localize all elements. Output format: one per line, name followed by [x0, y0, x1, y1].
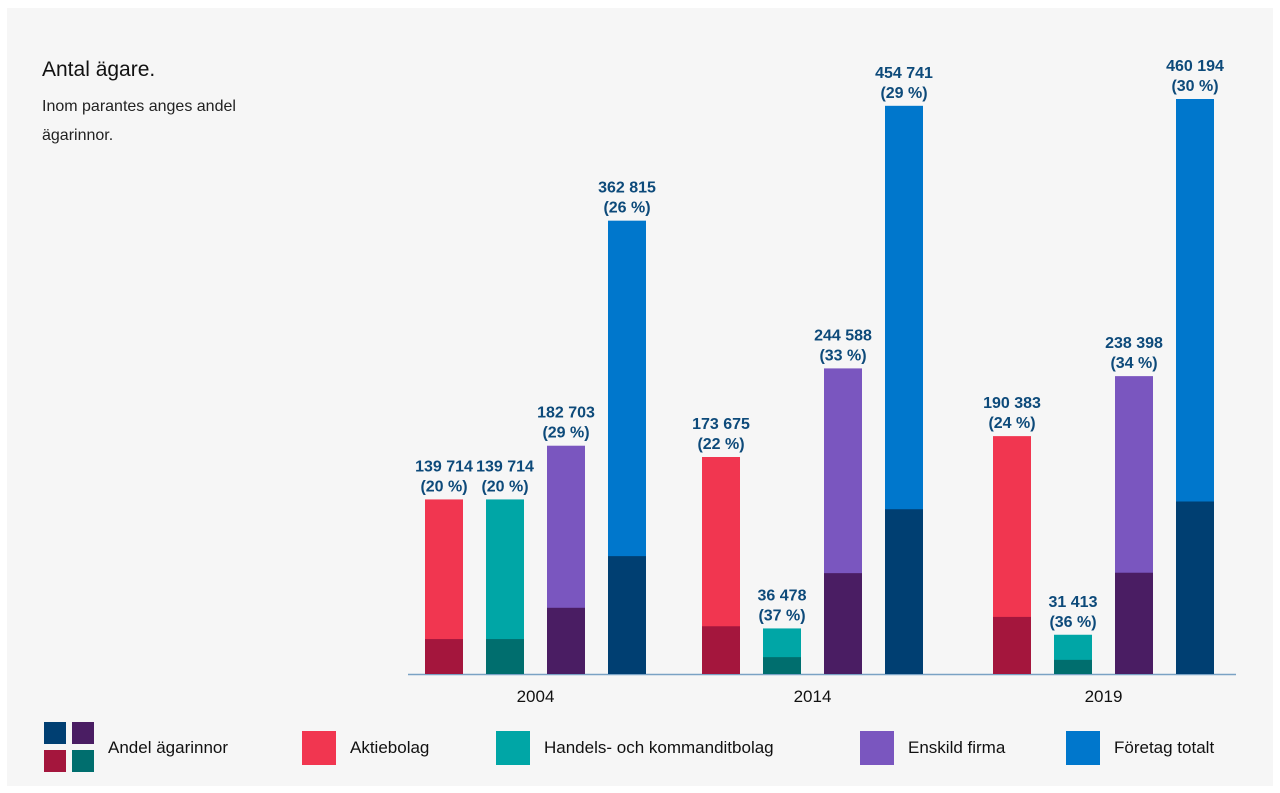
legend-swatch-totalt — [1066, 731, 1100, 765]
x-tick-label: 2019 — [1085, 687, 1123, 706]
legend-label: Aktiebolag — [350, 738, 430, 757]
bar-women-enskild-2004 — [547, 607, 585, 674]
value-label: 454 741 — [875, 65, 933, 82]
share-label: (29 %) — [880, 85, 927, 102]
legend-item-handels: Handels- och kommanditbolag — [496, 722, 774, 774]
chart-title: Antal ägare. — [42, 58, 156, 81]
share-label: (33 %) — [819, 347, 866, 364]
share-label: (22 %) — [697, 436, 744, 453]
value-label: 182 703 — [537, 405, 595, 422]
bar-women-totalt-2019 — [1176, 501, 1214, 674]
share-label: (20 %) — [420, 478, 467, 495]
value-label: 173 675 — [692, 416, 750, 433]
legend-swatch-women-share — [44, 722, 94, 774]
legend-item-andel-agarinnor: Andel ägarinnor — [44, 722, 228, 774]
bar-women-enskild-2014 — [824, 573, 862, 674]
bar-women-aktiebolag-2014 — [702, 626, 740, 674]
legend-swatch-handels — [496, 731, 530, 765]
share-label: (34 %) — [1110, 355, 1157, 372]
value-label: 139 714 — [415, 458, 473, 475]
swatch-totalt-dark — [44, 722, 66, 744]
x-tick-label: 2004 — [517, 687, 555, 706]
bar-women-handels-2004 — [486, 639, 524, 674]
bar-women-handels-2014 — [763, 657, 801, 674]
legend: Andel ägarinnor Aktiebolag Handels- och … — [44, 722, 1244, 774]
share-label: (24 %) — [988, 415, 1035, 432]
swatch-handels-dark — [72, 750, 94, 772]
legend-label: Handels- och kommanditbolag — [544, 738, 774, 757]
value-label: 460 194 — [1166, 58, 1224, 75]
bar-women-handels-2019 — [1054, 659, 1092, 674]
legend-swatch-aktiebolag — [302, 731, 336, 765]
x-tick-label: 2014 — [794, 687, 832, 706]
value-label: 362 815 — [598, 180, 656, 197]
value-label: 36 478 — [758, 587, 807, 604]
chart-subtitle: Inom parantes anges andel ägarinnor. — [42, 98, 236, 144]
bar-women-aktiebolag-2019 — [993, 616, 1031, 674]
swatch-aktiebolag-dark — [44, 750, 66, 772]
legend-swatch-enskild — [860, 731, 894, 765]
share-label: (36 %) — [1049, 614, 1096, 631]
value-label: 244 588 — [814, 327, 872, 344]
share-label: (26 %) — [603, 200, 650, 217]
bar-women-totalt-2004 — [608, 556, 646, 674]
value-label: 31 413 — [1049, 594, 1098, 611]
value-label: 139 714 — [476, 458, 534, 475]
value-label: 190 383 — [983, 395, 1041, 412]
legend-item-aktiebolag: Aktiebolag — [302, 722, 429, 774]
legend-item-enskild: Enskild firma — [860, 722, 1005, 774]
legend-item-totalt: Företag totalt — [1066, 722, 1214, 774]
legend-label: Andel ägarinnor — [108, 738, 229, 757]
swatch-enskild-dark — [72, 722, 94, 744]
value-label: 238 398 — [1105, 335, 1163, 352]
legend-label: Enskild firma — [908, 738, 1006, 757]
bar-women-aktiebolag-2004 — [425, 639, 463, 674]
bar-women-totalt-2014 — [885, 509, 923, 674]
bar-women-enskild-2019 — [1115, 572, 1153, 674]
share-label: (29 %) — [542, 425, 589, 442]
legend-label: Företag totalt — [1114, 738, 1215, 757]
share-label: (37 %) — [758, 607, 805, 624]
share-label: (30 %) — [1171, 78, 1218, 95]
share-label: (20 %) — [481, 478, 528, 495]
